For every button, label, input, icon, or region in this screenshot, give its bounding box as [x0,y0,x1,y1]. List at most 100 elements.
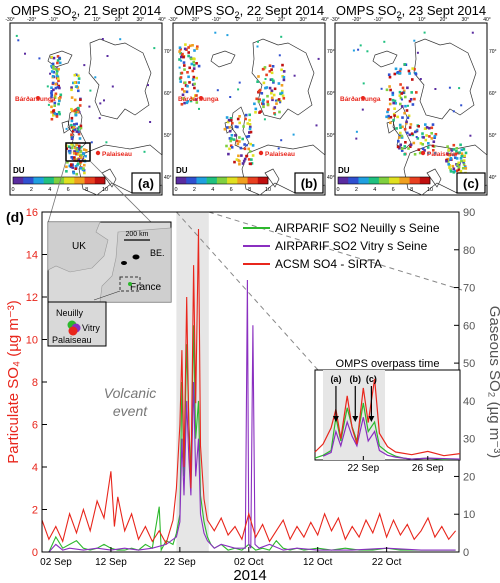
so2-pixel [273,87,277,91]
so2-pixel [282,97,286,100]
so2-pixel [434,152,437,155]
lat-tick: 50° [164,133,172,139]
so2-pixel [183,101,186,105]
so2-pixel [415,136,418,138]
so2-pixel [462,163,466,166]
so2-pixel [71,144,75,147]
so2-pixel [255,97,258,101]
palaiseau-dot [68,326,78,336]
so2-pixel [50,95,53,99]
so2-pixel [266,100,269,103]
so2-pixel [404,141,407,144]
colorbar-segment [43,177,55,184]
so2-pixel [462,159,466,162]
so2-pixel [47,103,50,106]
colorbar-segment [74,177,85,184]
y-right-tick-label: 70 [463,283,475,295]
lon-tick: -10° [374,17,383,23]
so2-pixel [268,86,272,90]
so2-pixel [225,116,229,119]
overpass-label: (b) [350,374,362,384]
dover-marker [121,261,127,265]
so2-pixel [246,122,249,125]
axes-group: 0 2 4 6 8 10 12 14 16 0 10 20 30 40 50 60 70 80 90 02 Sep 12… [26,207,476,568]
lat-tick: 40° [327,175,335,181]
so2-pixel [58,56,61,60]
so2-pixel [79,150,82,154]
colorbar-segment [84,177,96,184]
so2-pixel [191,44,194,47]
so2-pixel [56,59,60,62]
so2-pixel [216,89,219,92]
so2-pixel [260,92,264,95]
so2-pixel [68,151,72,155]
so2-pixel [409,145,412,148]
so2-pixel [265,86,269,89]
so2-pixel [70,116,74,120]
so2-pixel [243,147,247,151]
so2-pixel [411,67,414,70]
so2-pixel [229,117,233,120]
so2-pixel [191,69,195,73]
so2-pixel [413,153,417,156]
so2-pixel [238,115,241,118]
so2-pixel [459,143,462,147]
so2-pixel [431,123,435,126]
so2-pixel [455,169,459,173]
so2-pixel [248,127,252,131]
so2-pixel [277,147,280,150]
y-left-tick-label: 16 [26,207,38,219]
so2-pixel [416,51,419,54]
so2-pixel [393,107,396,110]
so2-pixel [74,149,78,153]
so2-pixel [399,67,403,71]
palaiseau-label: Palaiseau [52,335,92,345]
so2-pixel [52,65,55,68]
so2-pixel [417,125,420,128]
so2-pixel [272,81,275,84]
so2-pixel [72,152,76,155]
so2-pixel [411,78,414,81]
series-group [41,228,457,553]
so2-pixel [281,75,284,78]
so2-pixel [460,148,464,152]
colorbar-tick: 10 [265,187,271,193]
so2-pixel [424,138,428,142]
lon-tick: -10° [49,17,58,23]
so2-pixel [277,98,281,101]
lon-tick: -10° [212,17,221,23]
so2-pixel [73,73,77,77]
so2-pixel [426,146,430,149]
legend-label: ACSM SO4 - SIRTA [275,257,382,271]
so2-pixel [423,31,426,34]
colorbar-segment [186,177,197,184]
x-tick-label: 22 Sep [164,557,196,568]
neuilly-label: Neuilly [56,308,84,318]
coastline [88,38,152,120]
so2-pixel [282,70,286,73]
so2-pixel [421,147,425,150]
so2-pixel [55,72,59,75]
so2-pixel [361,108,364,111]
so2-pixel [73,146,77,150]
y-right-tick-label: 0 [463,547,469,559]
colorbar-tick: 4 [373,187,376,193]
x-tick-label: 12 Oct [303,557,333,568]
so2-pixel [77,146,81,150]
so2-pixel [274,113,277,116]
so2-pixel [247,147,250,151]
so2-pixel [77,125,81,129]
legend: AIRPARIF SO2 Neuilly s Seine AIRPARIF SO2… [243,221,440,271]
so2-pixel [430,132,433,135]
so2-pixel [268,64,272,67]
so2-pixel [52,88,55,92]
so2-pixel [57,111,61,114]
so2-pixel [183,90,186,93]
so2-pixel [179,80,182,83]
so2-pixel [226,120,230,124]
colorbar-segment [196,177,207,184]
so2-pixel [195,62,198,65]
so2-pixel [452,110,455,113]
so2-pixel [446,145,449,148]
panel-letter-box [131,172,161,194]
